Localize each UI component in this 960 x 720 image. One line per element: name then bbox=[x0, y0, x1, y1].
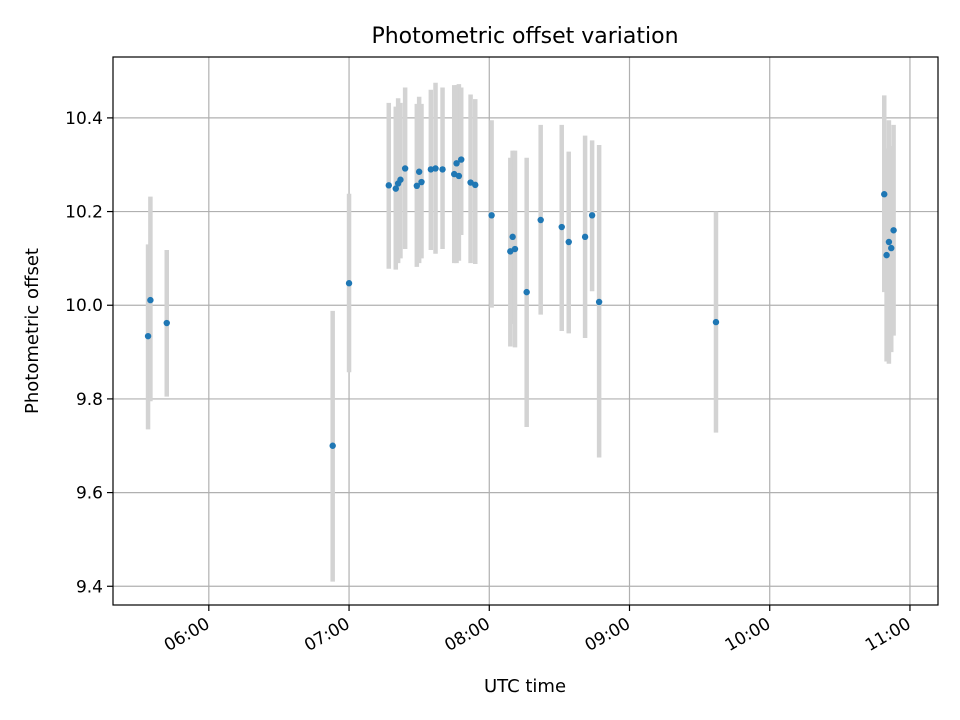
plot-frame bbox=[112, 56, 939, 606]
data-point bbox=[458, 156, 465, 163]
data-point bbox=[888, 244, 895, 252]
data-point bbox=[397, 176, 404, 183]
chart-title: Photometric offset variation bbox=[371, 24, 678, 49]
y-tick-label: 9.6 bbox=[76, 484, 103, 504]
data-point bbox=[885, 238, 893, 246]
data-point bbox=[453, 160, 460, 167]
data-point bbox=[883, 251, 890, 259]
data-point bbox=[511, 245, 519, 253]
data-point bbox=[890, 227, 897, 234]
data-point bbox=[163, 319, 170, 327]
data-point bbox=[472, 181, 479, 189]
y-tick-label: 10.2 bbox=[65, 203, 103, 223]
data-point bbox=[523, 288, 530, 296]
data-point bbox=[385, 182, 392, 189]
data-point bbox=[488, 212, 495, 219]
data-point bbox=[432, 165, 439, 172]
y-tick-label: 10.4 bbox=[65, 109, 103, 129]
data-points bbox=[144, 156, 897, 449]
y-tick-label: 9.4 bbox=[76, 577, 103, 597]
data-point bbox=[595, 298, 603, 306]
data-point bbox=[565, 238, 572, 246]
data-point bbox=[144, 332, 152, 340]
y-tick-label: 9.8 bbox=[76, 390, 103, 410]
data-point bbox=[588, 212, 596, 219]
data-point bbox=[455, 172, 463, 180]
data-point bbox=[537, 216, 544, 224]
data-point bbox=[509, 233, 516, 241]
data-point bbox=[415, 168, 423, 175]
data-point bbox=[413, 182, 421, 190]
y-axis-ticks: 9.4 9.6 9.8 10.0 10.2 10.4 bbox=[65, 109, 113, 597]
data-point bbox=[401, 165, 409, 172]
data-point bbox=[147, 296, 154, 304]
x-axis-label: UTC time bbox=[484, 676, 566, 697]
y-axis-label: Photometric offset bbox=[22, 248, 43, 414]
y-tick-label: 10.0 bbox=[65, 296, 103, 316]
data-point bbox=[712, 318, 720, 326]
data-point bbox=[881, 191, 888, 198]
data-point bbox=[558, 223, 565, 231]
data-point bbox=[439, 166, 446, 173]
data-point bbox=[345, 280, 353, 287]
data-point bbox=[392, 185, 399, 192]
data-point bbox=[581, 233, 589, 241]
data-point bbox=[329, 442, 336, 449]
data-point bbox=[418, 178, 425, 186]
